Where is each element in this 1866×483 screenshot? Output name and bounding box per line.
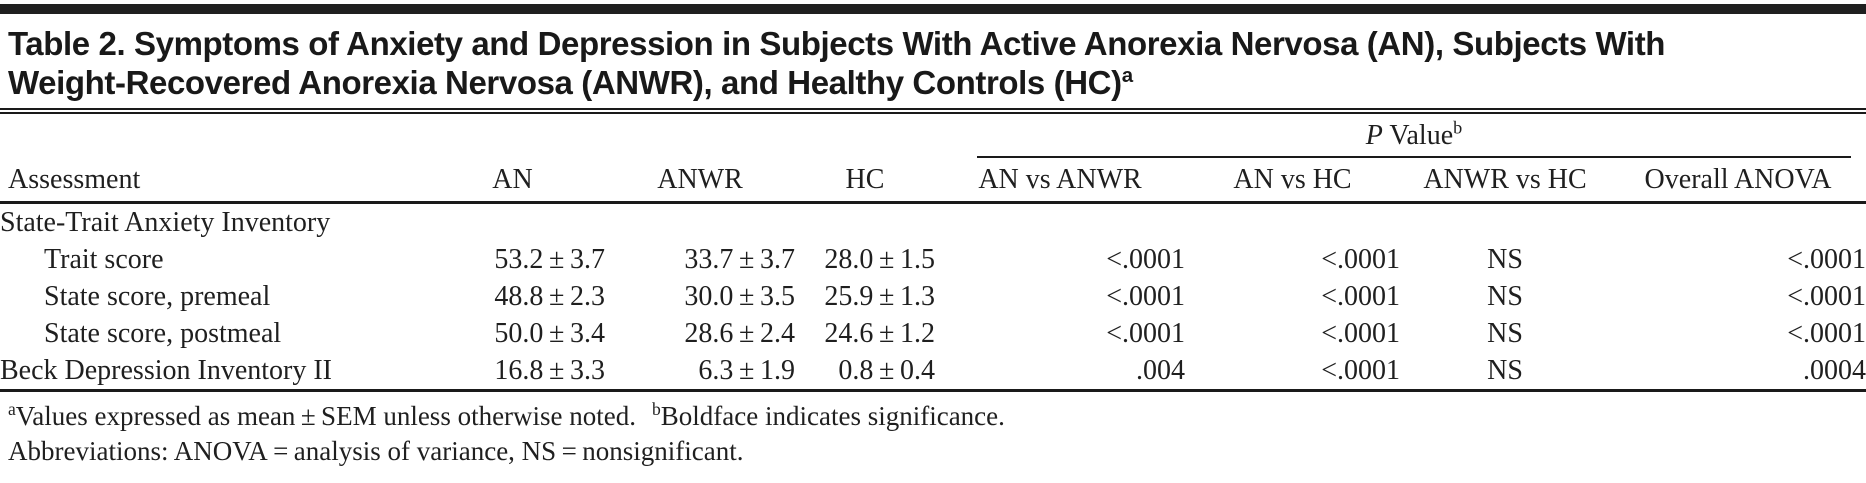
col-header-assessment: Assessment [0, 158, 420, 204]
title-double-rule [0, 108, 1866, 114]
table-cell: 50.0 ± 3.4 [494, 317, 605, 349]
footnote-b-marker: b [652, 399, 661, 419]
footnote-b-text: Boldface indicates significance. [660, 401, 1005, 431]
table-cell: 0.8 ± 0.4 [795, 352, 935, 392]
table-cell: <.0001 [1106, 317, 1185, 349]
table-cell: <.0001 [1321, 280, 1400, 312]
col-header-an-vs-hc: AN vs HC [1185, 158, 1400, 204]
table-row-beck-depression: Beck Depression Inventory II 16.8 ± 3.3 … [0, 352, 1866, 392]
pvalue-group-header-cell: P Valueb [935, 114, 1866, 158]
table-cell: 30.0 ± 3.5 [684, 280, 795, 312]
table-cell: 25.9 ± 1.3 [824, 280, 935, 312]
table-cell: 33.7 ± 3.7 [684, 243, 795, 275]
row-label: State score, postmeal [44, 317, 282, 349]
pvalue-p-italic: P [1365, 120, 1383, 151]
row-label: State-Trait Anxiety Inventory [0, 206, 331, 238]
pvalue-footnote-marker: b [1453, 117, 1463, 138]
col-header-hc: HC [795, 158, 935, 204]
footnote-a-marker: a [8, 399, 16, 419]
table-row-state-score-premeal: State score, premeal 48.8 ± 2.3 30.0 ± 3… [0, 278, 1866, 315]
anxiety-depression-table: P Valueb Assessment AN ANWR HC AN vs ANW… [0, 114, 1866, 392]
table-title-line-2: Weight-Recovered Anorexia Nervosa (ANWR)… [8, 63, 1856, 102]
table-cell: NS [1487, 280, 1523, 312]
table-cell: <.0001 [1787, 280, 1866, 312]
footnote-b-group: bBoldface indicates significance. [652, 399, 1005, 431]
table-cell [935, 203, 1185, 242]
table-cell: 28.6 ± 2.4 [684, 317, 795, 349]
pvalue-rest: Value [1382, 120, 1454, 151]
table-cell [1400, 203, 1610, 242]
table-cell: NS [1400, 352, 1610, 392]
table-cell: <.0001 [1321, 243, 1400, 275]
table-cell: NS [1487, 317, 1523, 349]
col-header-anwr: ANWR [605, 158, 795, 204]
table-cell [605, 203, 795, 242]
table-title: Table 2. Symptoms of Anxiety and Depress… [8, 24, 1856, 102]
table-title-line-1: Table 2. Symptoms of Anxiety and Depress… [8, 25, 1666, 62]
table-cell: 53.2 ± 3.7 [494, 243, 605, 275]
table-cell: NS [1487, 243, 1523, 275]
table-cell [1185, 203, 1400, 242]
row-label: Beck Depression Inventory II [0, 352, 420, 392]
footnote-a-text: Values expressed as mean ± SEM unless ot… [15, 401, 637, 431]
table-cell [420, 203, 605, 242]
footnote-abbreviations: Abbreviations: ANOVA = analysis of varia… [8, 436, 744, 466]
table-cell: .004 [935, 352, 1185, 392]
col-header-anwr-vs-hc: ANWR vs HC [1400, 158, 1610, 204]
col-header-an: AN [420, 158, 605, 204]
col-header-an-vs-anwr: AN vs ANWR [935, 158, 1185, 204]
table-title-line-2-text: Weight-Recovered Anorexia Nervosa (ANWR)… [8, 64, 1122, 101]
table-row-state-score-postmeal: State score, postmeal 50.0 ± 3.4 28.6 ± … [0, 315, 1866, 352]
table-row-trait-score: Trait score 53.2 ± 3.7 33.7 ± 3.7 28.0 ±… [0, 241, 1866, 278]
table-cell: <.0001 [1106, 280, 1185, 312]
table-title-footnote-marker: a [1121, 64, 1133, 87]
table-cell: <.0001 [1106, 243, 1185, 275]
pvalue-group-header: P Valueb [977, 117, 1852, 158]
table-cell: 24.6 ± 1.2 [824, 317, 935, 349]
table-cell: <.0001 [1185, 352, 1400, 392]
pvalue-header-spacer [0, 114, 935, 158]
table-cell: <.0001 [1321, 317, 1400, 349]
table-cell [795, 203, 935, 242]
table-cell: 28.0 ± 1.5 [824, 243, 935, 275]
table-cell: 6.3 ± 1.9 [605, 352, 795, 392]
table-cell: <.0001 [1787, 243, 1866, 275]
table-cell: 48.8 ± 2.3 [494, 280, 605, 312]
column-header-row: Assessment AN ANWR HC AN vs ANWR AN vs H… [0, 158, 1866, 204]
table-cell: 16.8 ± 3.3 [420, 352, 605, 392]
top-divider-bar [0, 4, 1866, 14]
pvalue-group-header-row: P Valueb [0, 114, 1866, 158]
table-cell: .0004 [1610, 352, 1866, 392]
row-label: Trait score [44, 243, 164, 275]
table-row-section-stai: State-Trait Anxiety Inventory [0, 203, 1866, 242]
row-label: State score, premeal [44, 280, 271, 312]
footnote-line-1: aValues expressed as mean ± SEM unless o… [8, 399, 1856, 434]
table-footnotes: aValues expressed as mean ± SEM unless o… [8, 399, 1856, 469]
table-cell [1610, 203, 1866, 242]
col-header-overall-anova: Overall ANOVA [1610, 158, 1866, 204]
table-cell: <.0001 [1787, 317, 1866, 349]
